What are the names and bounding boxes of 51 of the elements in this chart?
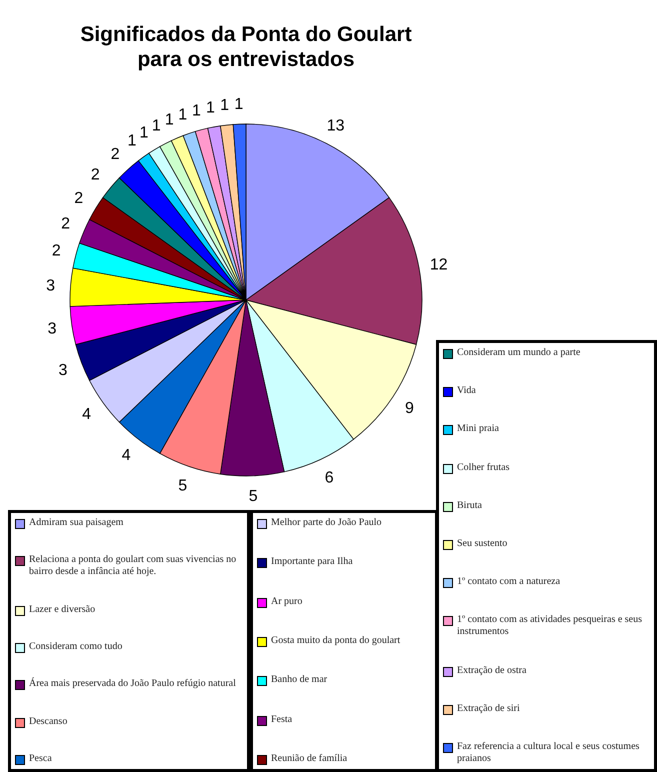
- data-label: 1: [234, 96, 244, 114]
- legend-label: Admiram sua paisagem: [29, 517, 124, 529]
- data-label: 4: [122, 447, 131, 464]
- data-label: 5: [178, 478, 188, 494]
- legend-label: Faz referencia a cultura local e seus costumes praianos: [457, 740, 640, 765]
- legend-label: Vida: [457, 385, 476, 398]
- data-label: 3: [58, 362, 68, 380]
- legend-label: Relaciona a ponta do goulart com suas vivencias no bairro desde a infância até hoje.: [29, 554, 238, 578]
- data-label: 9: [405, 400, 414, 418]
- legend-label: Gosta muito da ponta do goulart: [271, 634, 400, 647]
- legend-label: Consideram como tudo: [29, 640, 122, 653]
- legend-label: 1º contato com a natureza: [457, 576, 560, 588]
- data-label: 2: [74, 190, 84, 207]
- legend-label: Seu sustento: [457, 538, 508, 550]
- data-label: 3: [48, 320, 57, 338]
- legend-label: Festa: [271, 714, 292, 726]
- data-label: 1: [220, 97, 230, 114]
- legend-label: 1º contato com as atividades pesqueiras e seus instrumentos: [457, 614, 643, 638]
- legend-label: Ar puro: [271, 596, 302, 608]
- legend-label: Banho de mar: [271, 674, 328, 686]
- legend-label: Descanso: [29, 716, 68, 728]
- data-label: 1: [152, 118, 161, 135]
- legend-label: Melhor parte do João Paulo: [271, 517, 382, 529]
- data-label: 3: [46, 278, 56, 295]
- chart-title: Significados da Ponta do Goulart para os entrevistados: [80, 23, 412, 71]
- legend-label: Área mais preservada do João Paulo refúgio natural: [29, 678, 236, 690]
- legend-label: Consideram um mundo a parte: [457, 347, 580, 359]
- data-label: 1: [206, 99, 215, 116]
- legend-label: Pesca: [29, 752, 52, 765]
- data-label: 2: [52, 242, 61, 260]
- data-label: 6: [324, 469, 334, 486]
- data-label: 2: [90, 166, 100, 184]
- data-label: 1: [139, 124, 148, 142]
- legend-label: Extração de siri: [457, 702, 520, 715]
- data-label: 2: [110, 146, 120, 164]
- legend-label: Reunião de família: [271, 752, 348, 765]
- data-label: 4: [82, 406, 92, 424]
- data-label: 5: [248, 488, 258, 505]
- data-label: 1: [128, 132, 137, 150]
- data-label: 12: [430, 256, 448, 274]
- data-label: 2: [61, 215, 70, 232]
- data-label: 1: [178, 106, 188, 124]
- data-label: 13: [326, 118, 345, 135]
- legend-label: Lazer e diversão: [29, 604, 96, 616]
- legend-label: Importante para Ilha: [271, 556, 353, 568]
- legend-label: Mini praia: [457, 423, 499, 436]
- data-label: 1: [164, 112, 174, 129]
- data-label: 1: [192, 102, 201, 120]
- legend-label: Colher frutas: [457, 462, 510, 474]
- legend-label: Biruta: [457, 500, 482, 512]
- legend-label: Extração de ostra: [457, 664, 526, 676]
